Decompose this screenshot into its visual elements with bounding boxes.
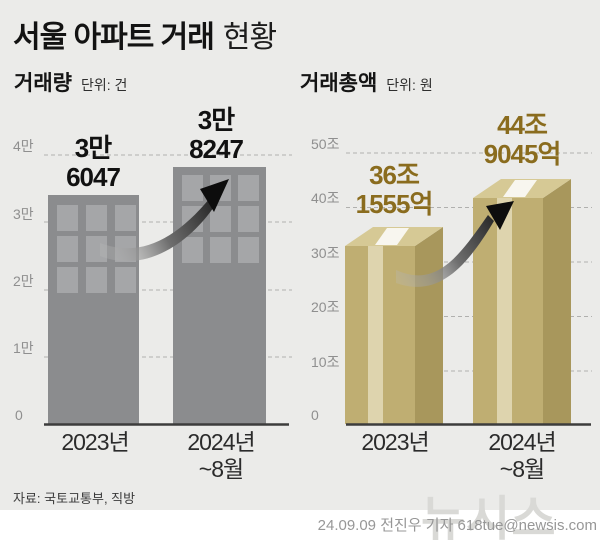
- amount-ytick-40jo: 40조: [311, 190, 340, 206]
- volume-ytick-0: 0: [15, 407, 23, 423]
- cat-line: 2023년: [361, 429, 429, 455]
- value-line: 6047: [66, 162, 121, 192]
- value-line: 44조: [497, 110, 548, 140]
- volume-bar-2024: [173, 167, 266, 424]
- value-line: 9045억: [483, 139, 562, 169]
- amount-xlabel-2023: 2023년: [325, 429, 465, 456]
- value-line: 3만: [197, 105, 235, 135]
- value-line: 8247: [189, 134, 244, 164]
- volume-ytick-3man: 3만: [13, 206, 34, 222]
- volume-value-2024: 3만 8247: [156, 106, 276, 164]
- volume-chart-title: 거래량 단위: 건: [14, 67, 127, 97]
- newsis-watermark-logo: 뉴시스: [421, 493, 557, 546]
- volume-ytick-2man: 2만: [13, 273, 34, 289]
- page-title: 서울 아파트 거래 현황: [13, 12, 277, 56]
- page-title-light: 현황: [222, 21, 277, 54]
- volume-bar-2023: [48, 195, 139, 424]
- amount-ytick-20jo: 20조: [311, 299, 340, 315]
- cat-line: 2024년: [187, 429, 255, 455]
- building-windows: [57, 205, 136, 293]
- value-line: 3만: [74, 133, 112, 163]
- amount-ytick-0: 0: [311, 407, 319, 423]
- growth-arrow-icon: [396, 201, 514, 287]
- cat-line: 2023년: [61, 429, 129, 455]
- volume-chart-title-text: 거래량: [14, 72, 72, 95]
- amount-ytick-50jo: 50조: [311, 136, 340, 152]
- volume-ytick-1man: 1만: [13, 340, 34, 356]
- growth-arrow-icon: [100, 179, 229, 262]
- source-note: 자료: 국토교통부, 직방: [13, 491, 136, 506]
- money-band: [503, 180, 537, 197]
- value-line: 36조: [369, 160, 420, 190]
- cat-line: 2024년: [488, 429, 556, 455]
- amount-ytick-10jo: 10조: [311, 354, 340, 370]
- byline-credit: 24.09.09 전진우 기자 618tue@newsis.com: [317, 517, 597, 534]
- amount-unit-label: 단위: 원: [386, 77, 433, 93]
- amount-bar-2024: [473, 179, 571, 424]
- cat-line: ~8월: [499, 456, 545, 482]
- amount-value-2024: 44조 9045억: [462, 111, 582, 169]
- amount-xlabel-2024: 2024년 ~8월: [452, 429, 592, 483]
- volume-value-2023: 3만 6047: [33, 134, 153, 192]
- amount-bar-2023: [345, 227, 443, 424]
- volume-ytick-4man: 4만: [13, 138, 34, 154]
- value-line: 1555억: [355, 189, 434, 219]
- amount-chart-title-text: 거래총액: [300, 72, 378, 95]
- money-band: [375, 228, 409, 245]
- volume-unit-label: 단위: 건: [80, 77, 128, 93]
- amount-ytick-30jo: 30조: [311, 245, 340, 261]
- volume-xlabel-2023: 2023년: [25, 429, 165, 456]
- amount-value-2023: 36조 1555억: [334, 161, 454, 219]
- page-title-strong: 서울 아파트 거래: [13, 21, 215, 54]
- amount-chart-title: 거래총액 단위: 원: [300, 67, 433, 97]
- volume-xlabel-2024: 2024년 ~8월: [151, 429, 291, 483]
- cat-line: ~8월: [198, 456, 244, 482]
